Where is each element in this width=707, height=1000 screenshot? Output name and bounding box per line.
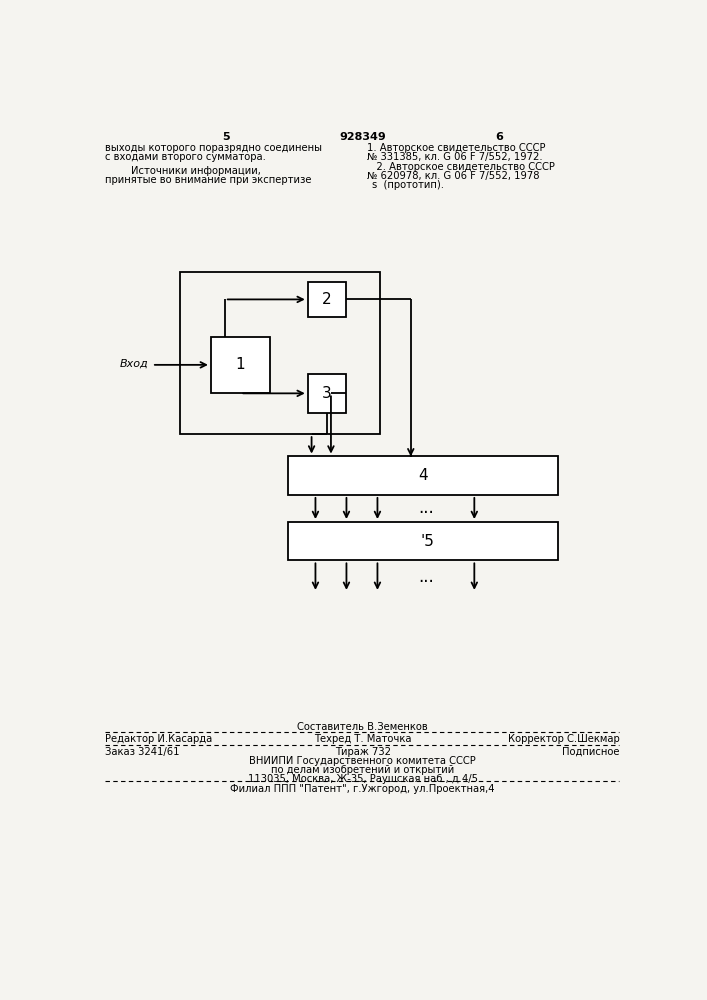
- Text: 5: 5: [222, 132, 229, 142]
- Text: 113035, Москва, Ж-35, Раушская наб., д.4/5: 113035, Москва, Ж-35, Раушская наб., д.4…: [247, 774, 478, 784]
- Text: ...: ...: [418, 568, 434, 586]
- Text: 1. Авторское свидетельство СССР: 1. Авторское свидетельство СССР: [368, 143, 546, 153]
- Bar: [288, 522, 558, 560]
- Text: 928349: 928349: [339, 132, 386, 142]
- Text: по делам изобретений и открытий: по делам изобретений и открытий: [271, 765, 455, 775]
- Text: принятые во внимание при экспертизе: принятые во внимание при экспертизе: [105, 175, 312, 185]
- Text: с входами второго сумматора.: с входами второго сумматора.: [105, 152, 267, 162]
- Text: Заказ 3241/61: Заказ 3241/61: [105, 747, 180, 757]
- Text: 1: 1: [235, 357, 245, 372]
- Text: Подписное: Подписное: [562, 747, 619, 757]
- Text: 2. Авторское свидетельство СССР: 2. Авторское свидетельство СССР: [368, 162, 555, 172]
- Bar: [180, 272, 380, 434]
- Text: выходы которого поразрядно соединены: выходы которого поразрядно соединены: [105, 143, 322, 153]
- Text: Корректор С.Шекмар: Корректор С.Шекмар: [508, 734, 619, 744]
- Text: Тираж 732: Тираж 732: [334, 747, 391, 757]
- Text: № 620978, кл. G 06 F 7/552, 1978: № 620978, кл. G 06 F 7/552, 1978: [368, 171, 540, 181]
- Text: Источники информации,: Источники информации,: [131, 166, 261, 176]
- Bar: [288, 456, 558, 495]
- Text: '5: '5: [420, 534, 434, 549]
- Text: ВНИИПИ Государственного комитета СССР: ВНИИПИ Государственного комитета СССР: [250, 756, 476, 766]
- Text: 4: 4: [419, 468, 428, 483]
- Text: Филиал ППП "Патент", г.Ужгород, ул.Проектная,4: Филиал ППП "Патент", г.Ужгород, ул.Проек…: [230, 784, 495, 794]
- Bar: [308, 282, 346, 317]
- Bar: [308, 374, 346, 413]
- Text: s  (прототип).: s (прототип).: [372, 180, 444, 190]
- Text: Техред Т. Маточка: Техред Т. Маточка: [314, 734, 411, 744]
- Text: 3: 3: [322, 386, 332, 401]
- Text: 6: 6: [495, 132, 503, 142]
- Bar: [211, 337, 270, 393]
- Text: ...: ...: [418, 499, 434, 517]
- Text: № 331385, кл. G 06 F 7/552, 1972.: № 331385, кл. G 06 F 7/552, 1972.: [368, 152, 543, 162]
- Text: Составитель В.Земенков: Составитель В.Земенков: [298, 722, 428, 732]
- Text: Вход: Вход: [120, 359, 149, 369]
- Text: Редактор И.Касарда: Редактор И.Касарда: [105, 734, 213, 744]
- Text: 2: 2: [322, 292, 332, 307]
